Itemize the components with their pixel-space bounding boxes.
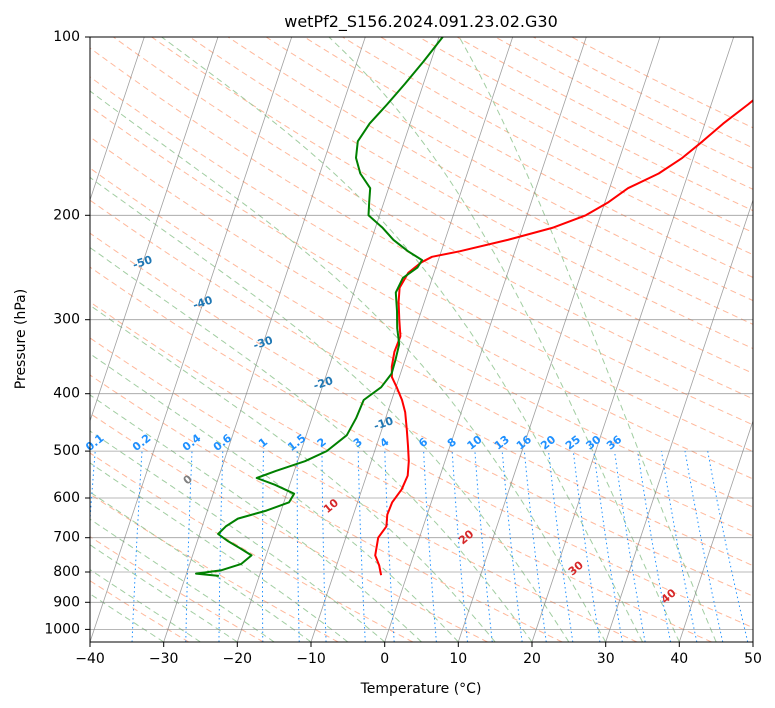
isotherm-label: -30 — [252, 334, 275, 353]
y-tick-label: 800 — [53, 564, 80, 580]
x-tick-label: 0 — [380, 651, 389, 667]
mixing-ratio-line — [357, 451, 366, 642]
mixing-ratio-line — [593, 451, 623, 642]
mixing-ratio-line — [572, 451, 601, 642]
isotherm-label: -50 — [131, 253, 154, 272]
dry-adiabat — [90, 136, 753, 508]
dry-adiabat — [90, 580, 190, 642]
mixing-ratio-line — [218, 451, 224, 642]
x-tick-label: −30 — [149, 651, 179, 667]
x-tick-label: −20 — [223, 651, 253, 667]
x-tick-label: 50 — [744, 651, 762, 667]
isotherm-label: -40 — [191, 293, 214, 312]
dry-adiabat — [90, 536, 264, 642]
mixing-ratio-line — [451, 451, 468, 642]
mixing-ratio-line — [296, 451, 300, 642]
dry-adiabat — [90, 266, 753, 629]
y-tick-label: 600 — [53, 490, 80, 506]
dry-adiabat — [90, 301, 712, 642]
moist-adiabat — [90, 430, 386, 642]
dry-adiabat — [227, 37, 753, 325]
y-tick-label: 300 — [53, 312, 80, 328]
isotherm-label: -10 — [372, 414, 395, 433]
isotherm — [163, 37, 366, 642]
isotherm-label: -20 — [312, 374, 335, 393]
x-axis-label: Temperature (°C) — [360, 681, 482, 697]
dry-adiabat — [90, 167, 753, 537]
x-tick-label: 40 — [670, 651, 688, 667]
moist-adiabat — [458, 37, 717, 642]
x-tick-label: 10 — [449, 651, 467, 667]
y-tick-label: 1000 — [44, 621, 80, 637]
mixing-ratio-line — [321, 451, 327, 642]
moist-adiabat — [90, 518, 275, 642]
mixing-ratio-line — [131, 451, 143, 642]
moist-adiabat — [90, 462, 349, 642]
isotherm — [90, 37, 145, 202]
moist-adiabat — [90, 90, 607, 642]
mixing-ratio-line — [637, 451, 672, 642]
isotherm — [457, 37, 661, 642]
mixing-ratio-line — [501, 451, 523, 642]
temperature-profile — [374, 99, 753, 576]
moist-adiabat — [161, 37, 643, 642]
y-tick-label: 900 — [53, 594, 80, 610]
moist-adiabat — [328, 37, 680, 642]
dry-adiabat — [189, 37, 753, 350]
mixing-ratio-line — [614, 451, 646, 642]
x-tick-label: −10 — [296, 651, 326, 667]
dry-adiabat — [90, 452, 414, 642]
moist-adiabat — [90, 176, 570, 642]
dry-adiabat — [90, 47, 753, 426]
dry-adiabat — [90, 374, 563, 642]
isotherm — [605, 198, 753, 642]
y-tick-label: 200 — [53, 207, 80, 223]
moist-adiabat — [90, 394, 422, 642]
x-tick-label: 30 — [597, 651, 615, 667]
dry-adiabat — [90, 76, 753, 453]
axes-layer: −40 −30 −20 −10 0 10 20 30 40 50 100 200 300 400 500 60… — [44, 29, 762, 667]
isotherm — [678, 419, 753, 642]
mixing-ratio-line — [262, 451, 264, 642]
y-tick-label: 100 — [53, 29, 80, 45]
chart-title: wetPf2_S156.2024.091.23.02.G30 — [284, 12, 558, 32]
plot-frame — [89, 36, 754, 643]
isotherm — [236, 37, 440, 642]
mixing-ratio-line — [474, 451, 493, 642]
dry-adiabat — [90, 337, 638, 642]
isotherm — [90, 37, 293, 642]
y-axis-label: Pressure (hPa) — [13, 289, 29, 389]
mixing-ratio-line — [523, 451, 547, 642]
isotherm — [384, 37, 587, 642]
mixing-ratio-line — [384, 451, 395, 642]
dry-adiabat — [90, 412, 488, 642]
x-tick-label: 20 — [523, 651, 541, 667]
x-tick-label: −40 — [75, 651, 105, 667]
y-tick-label: 700 — [53, 530, 80, 546]
mixing-ratio-line — [423, 451, 437, 642]
grid-layer — [90, 37, 753, 642]
y-tick-label: 400 — [53, 386, 80, 402]
series-layer — [195, 37, 753, 577]
moist-adiabat — [90, 304, 496, 642]
moist-adiabat — [90, 246, 533, 642]
y-tick-label: 500 — [53, 443, 80, 459]
dewpoint-profile — [195, 37, 444, 577]
isotherm — [531, 37, 735, 642]
isotherm — [90, 37, 219, 423]
dry-adiabat — [90, 232, 753, 597]
isotherm — [310, 37, 514, 642]
mixing-ratio-line — [185, 451, 193, 642]
dry-adiabat — [113, 37, 753, 400]
mixing-ratio-line — [548, 451, 574, 642]
